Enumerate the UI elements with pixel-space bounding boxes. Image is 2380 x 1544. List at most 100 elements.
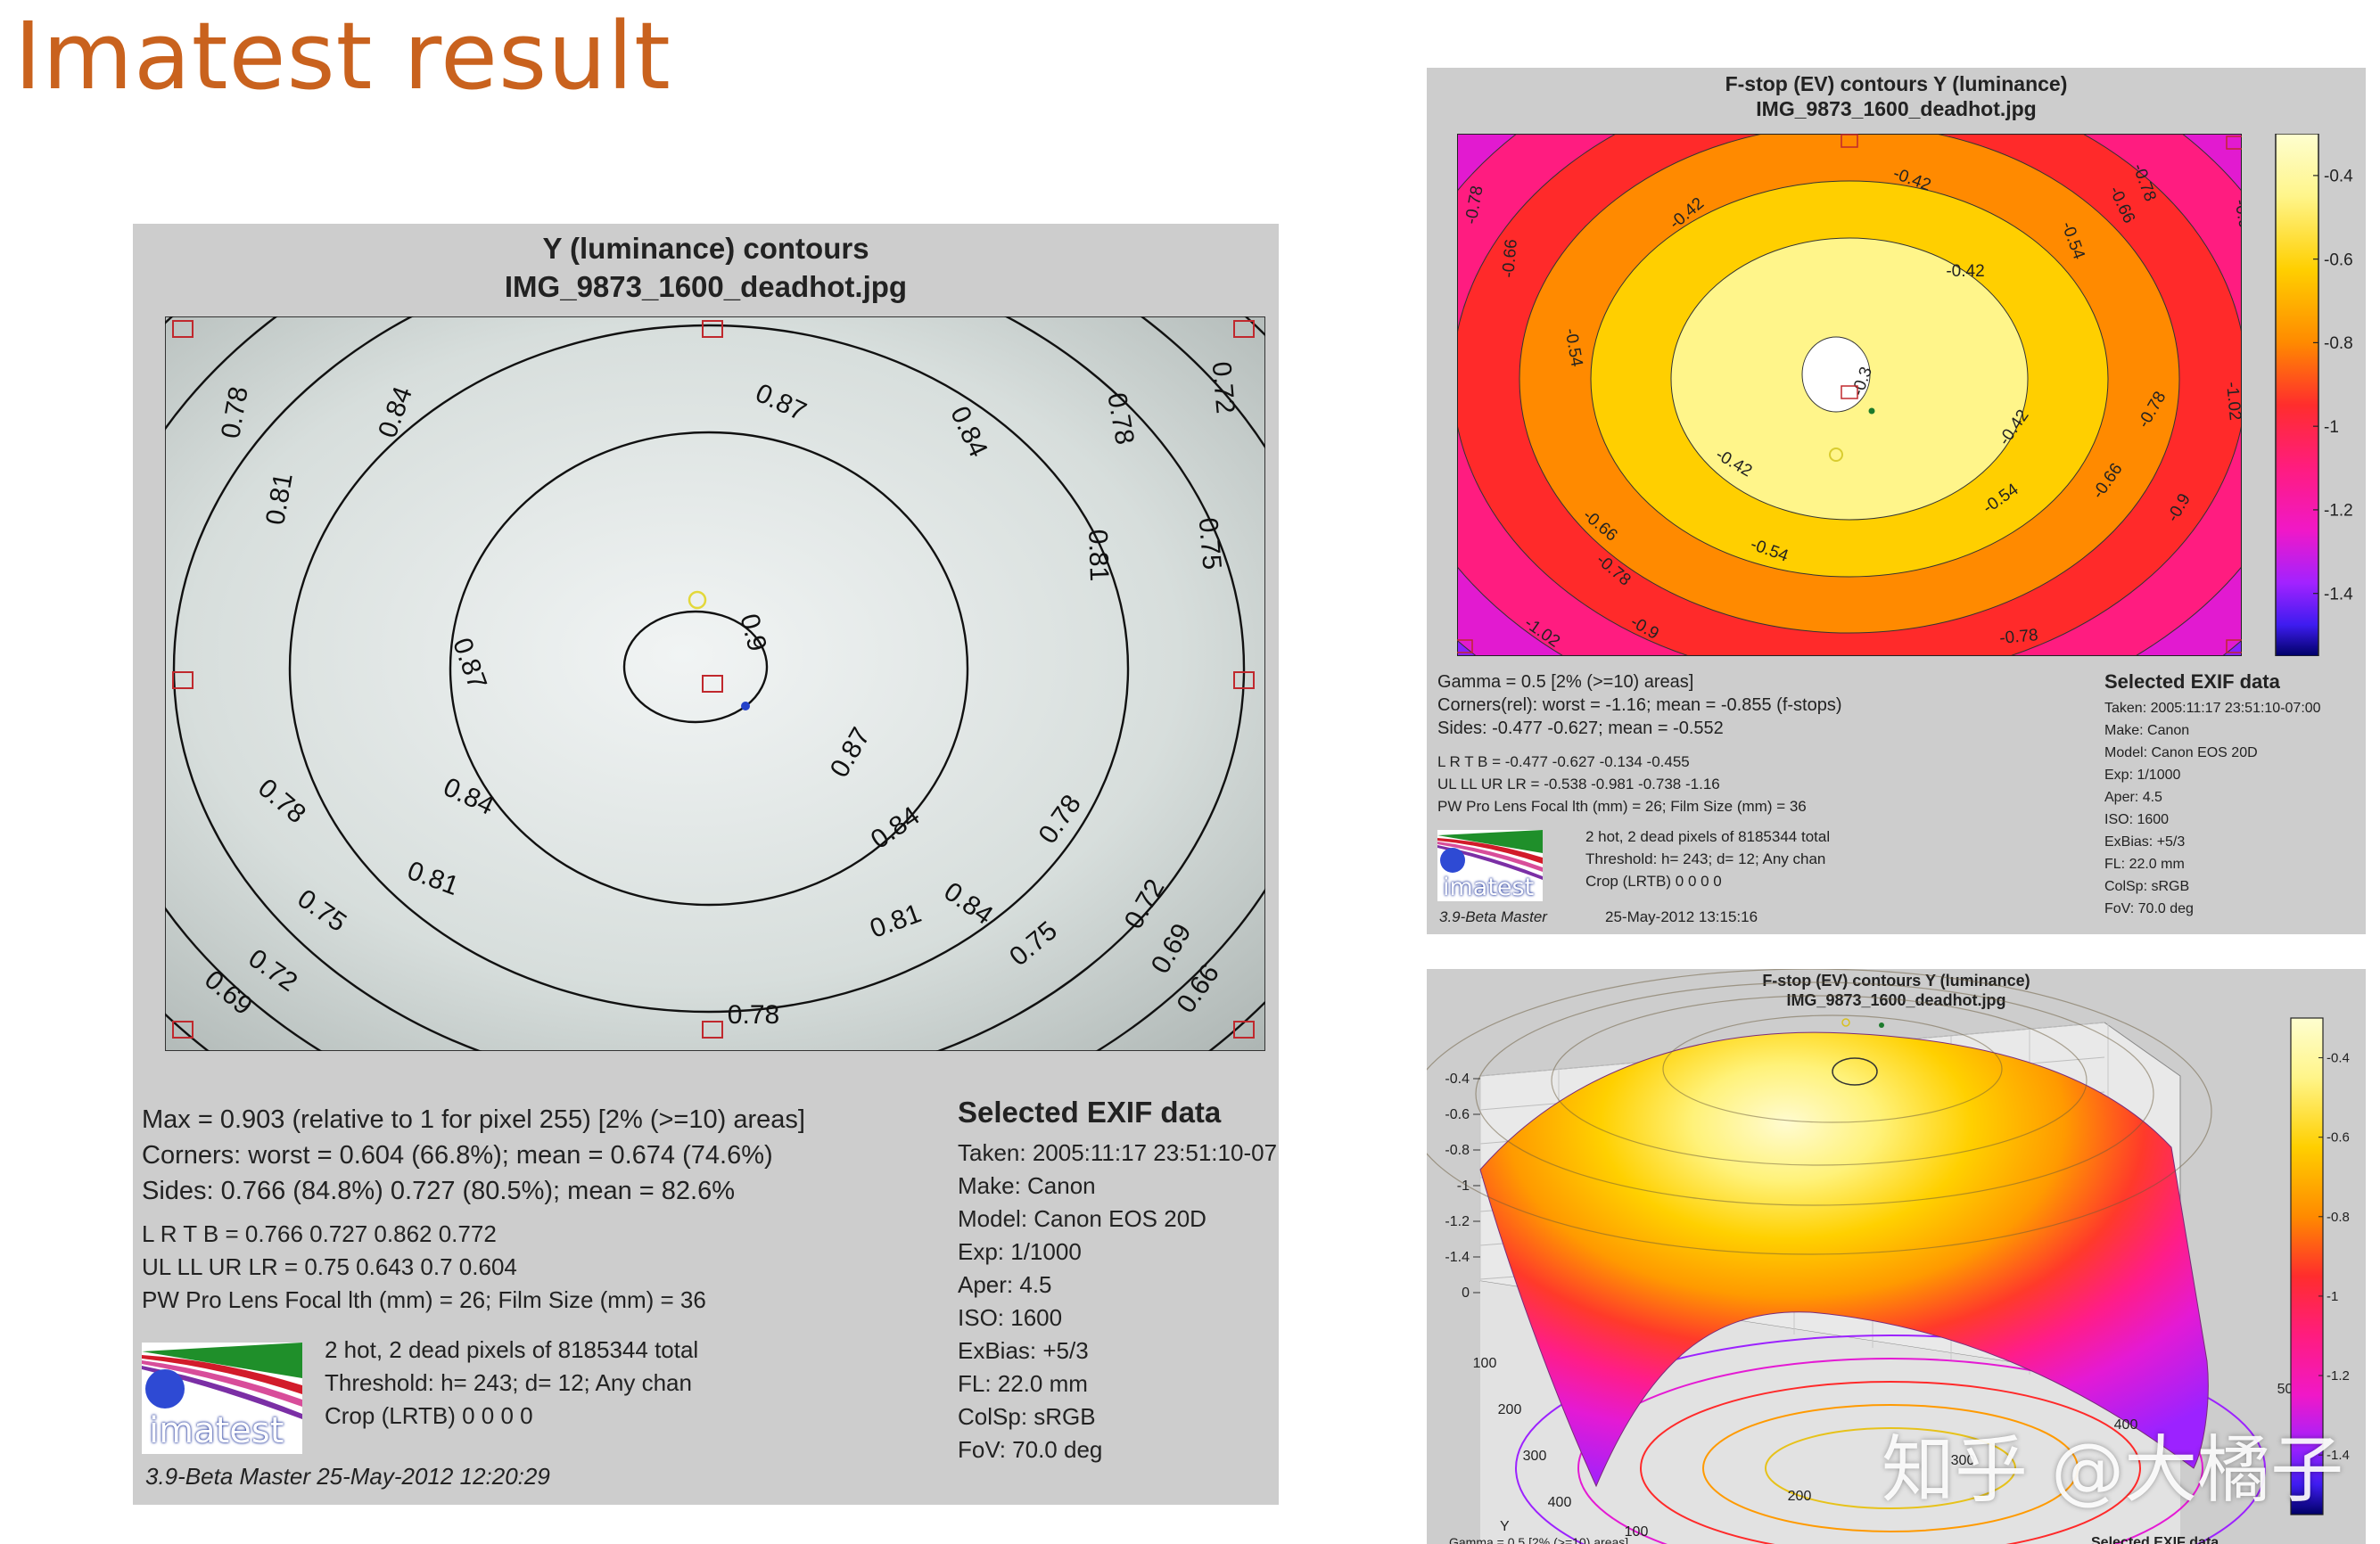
exif-line: ISO: 1600 <box>2104 812 2170 827</box>
contour-plot-area <box>165 316 1265 1051</box>
watermark-text: 知乎 @大橘子 <box>1882 1428 2344 1513</box>
contour-label: 0.75 <box>1193 516 1227 571</box>
lens-line: PW Pro Lens Focal lth (mm) = 26; Film Si… <box>142 1286 706 1313</box>
contour-line-0.9 <box>622 610 769 724</box>
exif-line: Exp: 1/1000 <box>2104 768 2181 783</box>
roi-marker <box>702 320 723 338</box>
lrtb-line: L R T B = 0.766 0.727 0.862 0.772 <box>142 1220 497 1247</box>
fstop-contour-panel: F-stop (EV) contours Y (luminance) IMG_9… <box>1427 68 2366 934</box>
contour-label: -0.78 <box>1998 626 2038 648</box>
colorbar-tick-label: -1.2 <box>2324 502 2353 521</box>
exif-title: Selected EXIF data <box>958 1096 1222 1129</box>
y-tick-label: 100 <box>1473 1356 1497 1371</box>
lens-line: PW Pro Lens Focal lth (mm) = 26; Film Si… <box>1437 798 1807 815</box>
fstop-band-8 <box>1801 336 1871 413</box>
peak-marker <box>1868 407 1875 415</box>
exif-list: Taken: 2005:11:17 23:51:10-07:00 Make: Ca… <box>958 1137 1279 1466</box>
imatest-logo: imatest <box>142 1343 302 1454</box>
exif-line: ColSp: sRGB <box>958 1403 1096 1430</box>
pixels-line: 2 hot, 2 dead pixels of 8185344 total <box>1585 828 1831 845</box>
contour-line-0.84 <box>288 324 1130 1014</box>
ulllurlr-line: UL LL UR LR = -0.538 -0.981 -0.738 -1.16 <box>1437 776 1720 793</box>
fstop-surface-panel: F-stop (EV) contours Y (luminance) IMG_9… <box>1427 969 2366 1544</box>
exif-list: Taken: 2005:11:17 23:51:10-07:00 Make: Ca… <box>2104 697 2321 920</box>
y-tick-label: 300 <box>1523 1449 1547 1464</box>
exif-line: FL: 22.0 mm <box>2104 857 2185 872</box>
chart-title: Y (luminance) contours <box>542 232 869 265</box>
x-tick-label: 400 <box>2114 1417 2138 1433</box>
contour-detail: L R T B = 0.766 0.727 0.862 0.772 UL LL … <box>142 1218 706 1317</box>
exif-line: Aper: 4.5 <box>2104 790 2162 805</box>
roi-marker <box>2226 136 2242 150</box>
colorbar-tick-label: -1 <box>2326 1289 2338 1304</box>
floor-contour <box>1515 1335 2266 1544</box>
roi-marker <box>702 1021 723 1039</box>
pixels-line: 2 hot, 2 dead pixels of 8185344 total <box>325 1336 699 1363</box>
fstop-contour-plot: -0.3-0.42-0.42-0.42-0.42-0.42-0.54-0.54-… <box>1457 134 2242 656</box>
fstop-surface-plot: -0.4 -0.6 -0.8 -1 -1.2 -1.4 0 100 200 300 400 Y 100 2… <box>1427 969 2350 1544</box>
z-tick-label: -1 <box>1457 1179 1470 1194</box>
y-tick-label: 400 <box>1548 1495 1572 1510</box>
surface-contour <box>1551 995 2088 1166</box>
roi-marker <box>1233 671 1255 689</box>
corners-line: Corners(rel): worst = -1.16; mean = -0.8… <box>1437 695 1842 715</box>
fstop-chart-title: F-stop (EV) contours Y (luminance) IMG_9… <box>1427 71 2366 121</box>
imatest-logo: imatest <box>1437 830 1543 901</box>
colorbar-tick-label: -0.4 <box>2324 168 2353 186</box>
exif-line: Make: Canon <box>2104 723 2190 738</box>
roi-marker <box>172 671 194 689</box>
colorbar-tick-label: -0.8 <box>2326 1210 2350 1225</box>
exif-title-cut: Selected EXIF data <box>2091 1535 2219 1544</box>
exif-line: ExBias: +5/3 <box>958 1337 1089 1364</box>
fstop-detail: L R T B = -0.477 -0.627 -0.134 -0.455 UL… <box>1437 751 1807 817</box>
z-tick-label: -1.4 <box>1445 1250 1470 1265</box>
exif-line: Taken: 2005:11:17 23:51:10-07:00 <box>2104 701 2321 716</box>
fstop-surface <box>1479 1031 2209 1488</box>
x-tick-label: 300 <box>1951 1453 1975 1468</box>
imatest-logo-graphic <box>142 1343 302 1454</box>
sides-line: Sides: 0.766 (84.8%) 0.727 (80.5%); mean… <box>142 1177 735 1205</box>
roi-marker <box>702 675 723 693</box>
x-tick-label: 100 <box>1625 1524 1649 1540</box>
z-tick-label: 0 <box>1462 1285 1470 1301</box>
roi-marker <box>172 1021 194 1039</box>
exif-line: FoV: 70.0 deg <box>2104 901 2194 916</box>
colorbar-tick-label: -0.8 <box>2324 334 2353 353</box>
colorbar-tick-label: -1.4 <box>2324 585 2353 604</box>
z-tick-label: -1.2 <box>1445 1214 1470 1229</box>
contour-label: 0.81 <box>1083 529 1114 582</box>
roi-marker <box>172 320 194 338</box>
imatest-logo-word: imatest <box>149 1410 284 1451</box>
roi-marker <box>1841 134 1858 148</box>
roi-marker <box>1233 1021 1255 1039</box>
corners-line: Corners: worst = 0.604 (66.8%); mean = 0… <box>142 1141 773 1170</box>
exif-line: Exp: 1/1000 <box>958 1238 1082 1265</box>
contour-label: 0.78 <box>728 1000 779 1030</box>
surface-contour <box>1427 969 2212 1255</box>
peak-marker <box>741 702 750 710</box>
colorbar-tick-label: -0.6 <box>2324 250 2353 269</box>
threshold-line: Threshold: h= 243; d= 12; Any chan <box>325 1369 692 1396</box>
fstop-colorbar: -0.4 -0.6 -0.8 -1 -1.2 -1.4 <box>2275 134 2353 656</box>
chart-title: F-stop (EV) contours Y (luminance) <box>1762 972 2030 990</box>
contour-line-0.87 <box>449 431 969 907</box>
slide-title: Imatest result <box>14 2 671 111</box>
center-marker <box>1829 448 1843 462</box>
fstop-footer-date: 25-May-2012 13:15:16 <box>1605 908 1758 925</box>
z-tick-label: -0.8 <box>1445 1143 1470 1158</box>
surface-contour <box>1662 1014 2003 1123</box>
y-tick-label: 200 <box>1498 1402 1522 1417</box>
exif-line: ColSp: sRGB <box>2104 879 2190 894</box>
lrtb-line: L R T B = -0.477 -0.627 -0.134 -0.455 <box>1437 753 1690 770</box>
info-cut: Gamma = 0.5 [2% (>=10) areas] <box>1449 1535 1628 1544</box>
z-tick-label: -0.6 <box>1445 1107 1470 1122</box>
roi-marker <box>1233 320 1255 338</box>
threshold-line: Threshold: h= 243; d= 12; Any chan <box>1585 850 1826 867</box>
max-line: Max = 0.903 (relative to 1 for pixel 255… <box>142 1105 805 1134</box>
x-tick-label: 200 <box>1788 1489 1812 1504</box>
ulllurlr-line: UL LL UR LR = 0.75 0.643 0.7 0.604 <box>142 1253 517 1280</box>
fstop-stats: Gamma = 0.5 [2% (>=10) areas] Corners(re… <box>1437 670 1842 740</box>
colorbar-tick-label: -1.2 <box>2326 1368 2350 1384</box>
exif-line: FL: 22.0 mm <box>958 1370 1088 1397</box>
chart-subtitle: IMG_9873_1600_deadhot.jpg <box>504 270 908 303</box>
